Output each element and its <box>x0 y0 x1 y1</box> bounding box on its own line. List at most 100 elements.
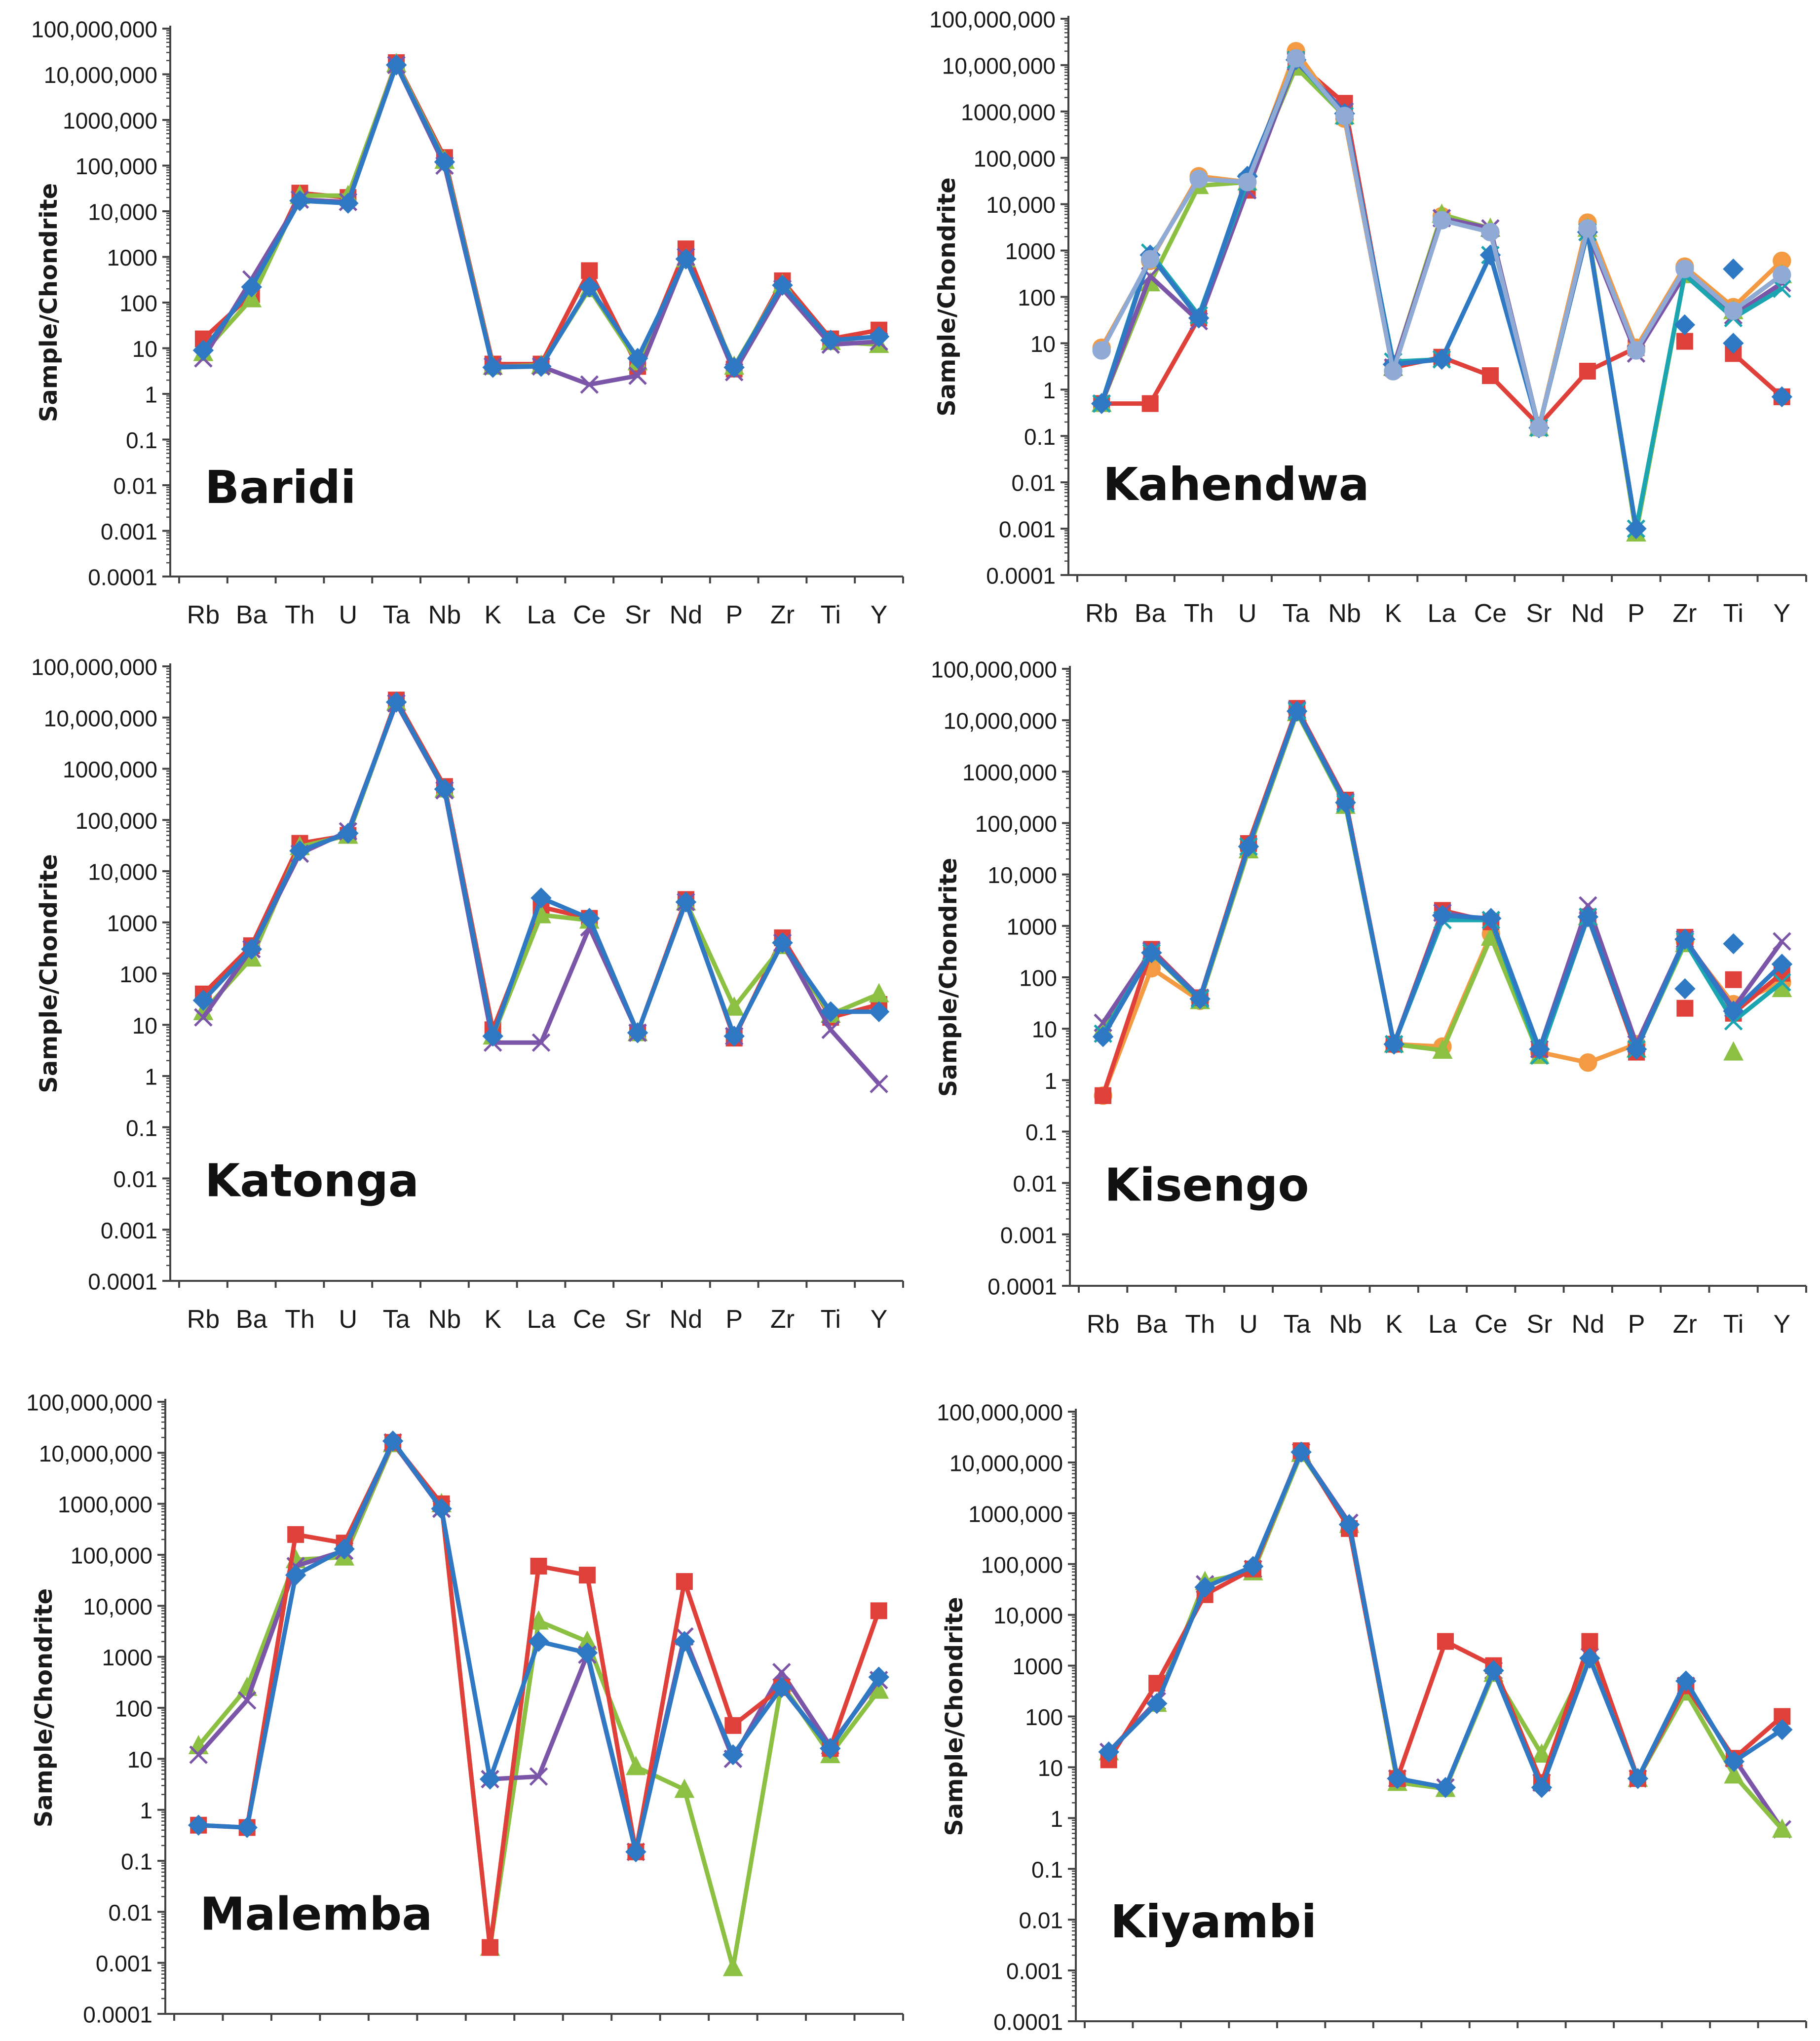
x-tick-label-u: U <box>1239 1310 1258 1339</box>
data-point-lavender-ta <box>1287 49 1305 68</box>
y-tick-label: 0.01 <box>113 1166 157 1192</box>
y-tick-label: 100 <box>119 962 157 987</box>
data-point-blue-nb <box>431 1498 452 1519</box>
y-tick-label: 1 <box>145 1064 157 1090</box>
data-point-blue-th <box>1188 308 1210 329</box>
data-point-blue-ti-extra <box>1723 933 1744 955</box>
y-tick-label: 100 <box>1019 965 1057 991</box>
x-tick-label-y: Y <box>870 2038 887 2041</box>
data-point-green-p <box>722 1957 743 1976</box>
x-tick-label-k: K <box>1385 1310 1403 1339</box>
data-point-blue-la <box>1431 348 1452 370</box>
data-point-green-p <box>724 996 745 1016</box>
data-point-blue-ta <box>385 692 407 713</box>
series-line-purple <box>201 63 879 387</box>
data-point-blue-ba <box>241 276 262 298</box>
data-point-blue-ba <box>1141 942 1162 963</box>
y-tick-label: 0.0001 <box>88 1269 157 1295</box>
data-point-green-ti <box>1723 1041 1744 1061</box>
data-point-red-ba <box>1141 395 1159 412</box>
data-point-green-sr <box>626 1756 646 1775</box>
y-axis-title: Sample/Chondrite <box>941 1597 968 1836</box>
data-point-blue-ti <box>820 1001 841 1023</box>
series-kahendwa-red <box>1093 53 1790 434</box>
panel-title-kahendwa: Kahendwa <box>1103 458 1369 511</box>
x-tick-label-y: Y <box>871 601 888 629</box>
x-tick-label-ba: Ba <box>1136 1310 1168 1339</box>
y-tick-label: 10,000 <box>986 192 1056 218</box>
data-point-purple-la <box>529 1767 548 1786</box>
y-tick-label: 100,000,000 <box>937 1400 1063 1425</box>
data-point-blue-nd <box>675 891 697 913</box>
x-tick-label-rb: Rb <box>1087 1310 1119 1339</box>
y-tick-label: 1000,000 <box>63 108 157 134</box>
x-tick-label-th: Th <box>281 2038 311 2041</box>
y-tick-label: 0.1 <box>1031 1857 1063 1883</box>
data-point-blue-nd <box>674 1631 695 1652</box>
data-point-blue-p <box>723 1026 745 1047</box>
series-line-blue <box>201 63 879 370</box>
x-tick-label-y: Y <box>1773 599 1790 628</box>
panel-title-malemba: Malemba <box>200 1887 432 1940</box>
y-tick-label: 100,000 <box>975 811 1057 837</box>
x-tick-label-sr: Sr <box>1527 1310 1553 1339</box>
series-baridi-red <box>194 54 888 378</box>
x-tick-label-la: La <box>525 2038 553 2041</box>
data-point-blue-ti <box>1723 333 1744 354</box>
x-tick-label-y: Y <box>871 1305 888 1334</box>
y-tick-label: 100,000 <box>76 808 157 834</box>
x-tick-label-ti: Ti <box>821 601 841 629</box>
panel-title-baridi: Baridi <box>205 461 356 514</box>
data-point-blue-k <box>479 1769 501 1790</box>
data-point-lavender-u <box>1238 173 1257 192</box>
x-tick-label-zr: Zr <box>770 601 795 629</box>
data-point-lavender-ba <box>1141 250 1160 269</box>
y-tick-label: 0.0001 <box>88 565 157 590</box>
data-point-blue-ta <box>1286 700 1308 722</box>
data-point-blue-ce <box>1483 1660 1504 1681</box>
y-tick-label: 10,000 <box>88 859 157 885</box>
x-tick-label-y: Y <box>1774 1310 1791 1339</box>
x-tick-label-ba: Ba <box>231 2038 263 2041</box>
x-tick-label-ti: Ti <box>1723 599 1744 628</box>
data-point-blue-k <box>482 1026 503 1047</box>
data-point-blue-la <box>1432 905 1453 926</box>
data-point-green-la <box>529 1610 549 1630</box>
data-point-red-la <box>530 1557 547 1575</box>
y-axis-title: Sample/Chondrite <box>30 1588 58 1827</box>
series-katonga-green <box>193 691 889 1045</box>
y-tick-label: 0.0001 <box>83 2002 152 2028</box>
data-point-red-nd <box>676 1573 693 1590</box>
y-tick-label: 100 <box>1018 285 1056 310</box>
y-tick-label: 0.1 <box>126 427 157 453</box>
data-point-green-y <box>1772 978 1792 998</box>
series-kiyambi-red <box>1100 1442 1791 1791</box>
y-axis-title: Sample/Chondrite <box>35 183 63 422</box>
x-tick-label-zr: Zr <box>1672 599 1697 628</box>
y-tick-label: 1000 <box>1013 1654 1063 1679</box>
y-tick-label: 1000,000 <box>968 1501 1063 1527</box>
data-point-blue-p <box>723 357 745 378</box>
data-point-lavender-k <box>1384 362 1403 381</box>
data-point-blue-sr <box>627 347 648 369</box>
data-point-red-y <box>870 1602 887 1619</box>
data-point-purple-ba <box>237 1691 257 1710</box>
data-point-green-la <box>1432 1039 1453 1059</box>
y-axis-title: Sample/Chondrite <box>935 858 962 1097</box>
data-point-blue-ta <box>1290 1441 1312 1463</box>
x-tick-label-ce: Ce <box>573 601 606 629</box>
y-tick-label: 1000 <box>1005 238 1056 264</box>
data-point-blue-th <box>1194 1577 1215 1598</box>
x-tick-label-nd: Nd <box>1572 1310 1604 1339</box>
y-tick-label: 100 <box>1025 1704 1063 1730</box>
data-point-blue-u <box>338 193 359 214</box>
x-tick-label-th: Th <box>1184 599 1214 628</box>
x-tick-label-ba: Ba <box>236 601 267 629</box>
y-tick-label: 100,000,000 <box>929 7 1056 33</box>
data-point-blue-u <box>334 1538 355 1560</box>
series-kahendwa-orange <box>1092 41 1791 437</box>
data-point-blue-nb <box>1335 792 1356 813</box>
x-tick-label-nd: Nd <box>670 1305 702 1334</box>
data-point-blue-p <box>722 1744 744 1766</box>
data-point-green-y <box>869 1679 889 1699</box>
